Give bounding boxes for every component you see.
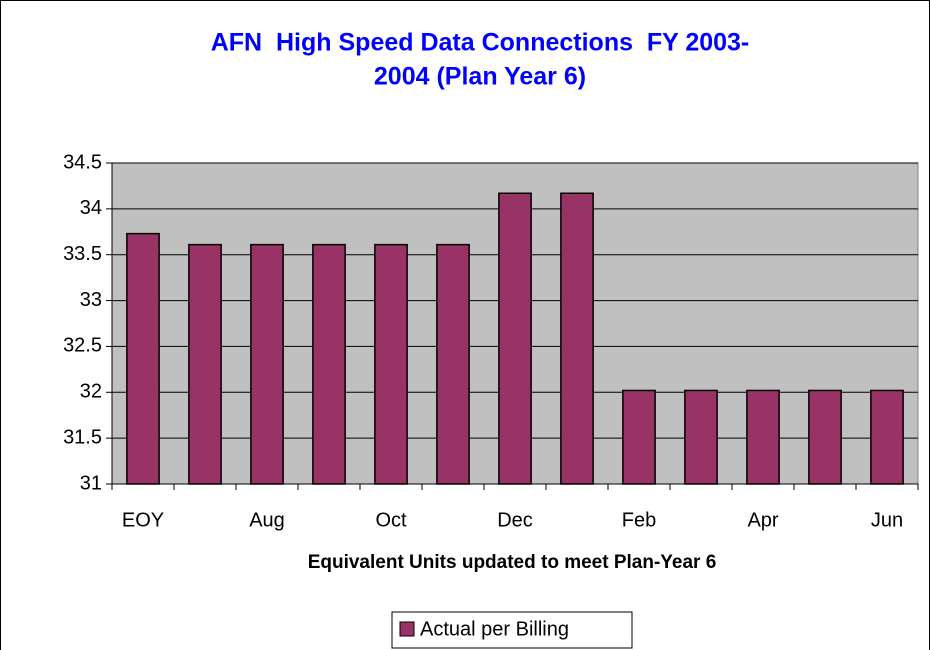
bar	[870, 389, 904, 485]
x-tick-label: Oct	[375, 509, 407, 531]
bar	[374, 243, 408, 485]
y-tick-label: 34	[80, 197, 102, 219]
legend-swatch	[399, 621, 415, 637]
x-tick-label: EOY	[122, 509, 164, 531]
x-tick-label: Jun	[871, 509, 903, 531]
bar	[622, 389, 656, 485]
x-tick-label: Dec	[497, 509, 533, 531]
bar	[436, 243, 470, 485]
x-tick-label: Feb	[622, 509, 656, 531]
bar	[126, 232, 160, 485]
bar	[250, 243, 284, 485]
y-tick-label: 32.5	[63, 335, 102, 357]
legend-label: Actual per Billing	[420, 618, 569, 640]
chart-title: 2004 (Plan Year 6)	[374, 63, 586, 91]
y-tick-label: 34.5	[63, 151, 102, 173]
x-axis-label: Equivalent Units updated to meet Plan-Ye…	[308, 552, 717, 573]
legend-box	[391, 611, 633, 649]
y-tick-label: 33.5	[63, 243, 102, 265]
x-tick-label: Apr	[747, 509, 778, 531]
chart-title: AFN High Speed Data Connections FY 2003-	[211, 29, 750, 57]
x-tick-label: Aug	[249, 509, 285, 531]
y-tick-label: 32	[80, 381, 102, 403]
bar	[746, 389, 780, 485]
y-tick-label: 31	[80, 472, 102, 494]
y-tick-label: 33	[80, 289, 102, 311]
bar	[808, 389, 842, 485]
bar	[684, 389, 718, 485]
bar	[498, 192, 532, 485]
bar	[560, 192, 594, 485]
bar	[188, 243, 222, 485]
bar	[312, 243, 346, 485]
y-tick-label: 31.5	[63, 426, 102, 448]
